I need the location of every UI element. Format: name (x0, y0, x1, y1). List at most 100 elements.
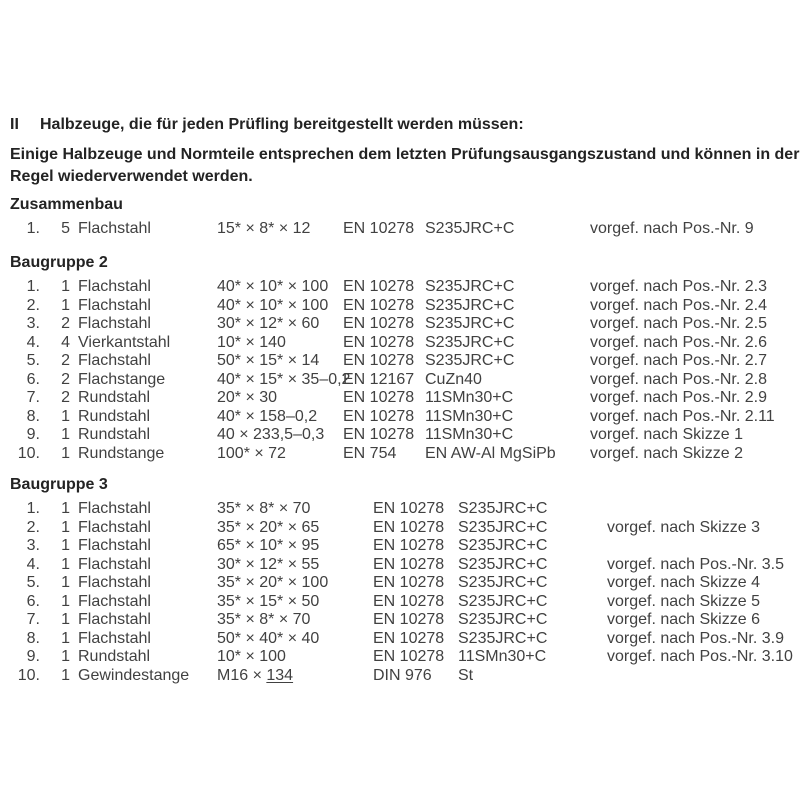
row-standard: EN 10278 (373, 648, 445, 665)
row-material: S235JRC+C (458, 518, 548, 536)
row-dimensions: 20* × 30 (217, 389, 278, 406)
row-material: S235JRC+C (425, 333, 515, 351)
row-note: vorgef. nach Pos.-Nr. 3.9 (607, 629, 784, 647)
table-row: 5. 1 Flachstahl 35* × 20* × 100 EN 10278… (10, 573, 800, 592)
table-row: 6. 1 Flachstahl 35* × 15* × 50 EN 10278 … (10, 592, 800, 611)
row-part-name: Rundstahl (78, 426, 151, 443)
row-quantity: 2 (61, 315, 70, 332)
row-part-name: Rundstahl (78, 389, 151, 406)
row-standard: EN 10278 (343, 389, 415, 406)
row-part-name: Flachstahl (78, 518, 151, 536)
row-part-name: Gewindestange (78, 666, 190, 684)
parts-section: Baugruppe 3 1. 1 Flachstahl 35* × 8* × 7… (10, 475, 800, 684)
row-position-number: 1. (26, 500, 40, 517)
table-row: 7. 2 Rundstahl 20* × 30 EN 10278 11SMn30… (10, 388, 800, 407)
table-row: 1. 1 Flachstahl 40* × 10* × 100 EN 10278… (10, 277, 800, 296)
row-position-number: 5. (26, 574, 40, 591)
row-note: vorgef. nach Pos.-Nr. 3.5 (607, 555, 784, 573)
row-material: 11SMn30+C (425, 426, 514, 443)
row-standard: EN 10278 (373, 629, 445, 647)
row-part-name: Flachstahl (78, 500, 151, 517)
row-position-number: 6. (26, 370, 40, 388)
row-material: CuZn40 (425, 370, 482, 388)
row-note: vorgef. nach Pos.-Nr. 2.8 (590, 370, 767, 388)
row-part-name: Flachstahl (78, 592, 151, 610)
row-note: vorgef. nach Pos.-Nr. 3.10 (607, 648, 793, 665)
row-position-number: 10. (17, 444, 40, 462)
row-standard: EN 10278 (373, 500, 445, 517)
row-position-number: 9. (26, 648, 40, 665)
row-position-number: 4. (26, 333, 40, 351)
table-row: 2. 1 Flachstahl 40* × 10* × 100 EN 10278… (10, 296, 800, 315)
intro-line-1: Einige Halbzeuge und Normteile entsprech… (10, 146, 800, 163)
row-standard: EN 10278 (343, 315, 415, 332)
table-row: 1. 1 Flachstahl 35* × 8* × 70 EN 10278 S… (10, 499, 800, 518)
row-dimensions: 35* × 20* × 100 (217, 574, 329, 591)
row-quantity: 2 (61, 352, 70, 369)
row-dimensions: 15* × 8* × 12 (217, 220, 311, 237)
row-material: S235JRC+C (425, 352, 515, 369)
table-row: 3. 2 Flachstahl 30* × 12* × 60 EN 10278 … (10, 314, 800, 333)
row-part-name: Rundstahl (78, 407, 151, 425)
section-rows: 1. 5 Flachstahl 15* × 8* × 12 EN 10278 S… (10, 219, 800, 238)
row-material: S235JRC+C (458, 537, 548, 554)
row-note: vorgef. nach Skizze 6 (607, 611, 760, 628)
row-position-number: 1. (26, 278, 40, 295)
row-standard: EN 10278 (373, 518, 445, 536)
row-position-number: 1. (26, 220, 40, 237)
row-quantity: 1 (61, 648, 70, 665)
row-material: St (458, 666, 474, 684)
table-row: 4. 4 Vierkantstahl 10* × 140 EN 10278 S2… (10, 333, 800, 352)
row-position-number: 2. (26, 518, 40, 536)
row-quantity: 1 (61, 611, 70, 628)
row-note: vorgef. nach Pos.-Nr. 9 (590, 220, 754, 237)
row-dimensions: 10* × 100 (217, 648, 286, 665)
table-row: 8. 1 Flachstahl 50* × 40* × 40 EN 10278 … (10, 629, 800, 648)
row-dimensions: 35* × 20* × 65 (217, 518, 320, 536)
row-part-name: Flachstahl (78, 574, 151, 591)
row-material: EN AW-Al MgSiPb (425, 444, 556, 462)
row-part-name: Flachstahl (78, 555, 151, 573)
section-title: Zusammenbau (10, 196, 123, 213)
row-dimensions: 40 × 233,5–0,3 (217, 426, 325, 443)
row-position-number: 4. (26, 555, 40, 573)
table-row: 8. 1 Rundstahl 40* × 158–0,2 EN 10278 11… (10, 407, 800, 426)
row-standard: EN 754 (343, 444, 397, 462)
row-quantity: 1 (61, 278, 70, 295)
row-note: vorgef. nach Pos.-Nr. 2.4 (590, 296, 767, 314)
row-standard: EN 10278 (343, 426, 415, 443)
row-quantity: 1 (61, 592, 70, 610)
row-dimensions: 30* × 12* × 60 (217, 315, 320, 332)
row-dimensions: M16 × 134 (217, 666, 294, 684)
row-dimensions: 35* × 8* × 70 (217, 611, 311, 628)
row-note: vorgef. nach Pos.-Nr. 2.9 (590, 389, 767, 406)
table-row: 10. 1 Gewindestange M16 × 134 DIN 976 St (10, 666, 800, 685)
row-standard: EN 10278 (343, 333, 415, 351)
row-standard: EN 10278 (343, 296, 415, 314)
row-quantity: 2 (61, 389, 70, 406)
row-part-name: Flachstahl (78, 352, 151, 369)
row-material: S235JRC+C (425, 315, 515, 332)
row-dimensions: 100* × 72 (217, 444, 286, 462)
row-quantity: 5 (61, 220, 70, 237)
table-row: 10. 1 Rundstange 100* × 72 EN 754 EN AW-… (10, 444, 800, 463)
row-position-number: 9. (26, 426, 40, 443)
row-position-number: 5. (26, 352, 40, 369)
row-quantity: 1 (61, 407, 70, 425)
row-note: vorgef. nach Skizze 4 (607, 574, 760, 591)
row-note: vorgef. nach Pos.-Nr. 2.7 (590, 352, 767, 369)
row-position-number: 10. (17, 666, 40, 684)
row-note: vorgef. nach Skizze 2 (590, 444, 743, 462)
row-dimensions: 50* × 40* × 40 (217, 629, 320, 647)
row-note: vorgef. nach Pos.-Nr. 2.3 (590, 278, 767, 295)
row-quantity: 1 (61, 296, 70, 314)
table-row: 6. 2 Flachstange 40* × 15* × 35–0,2 EN 1… (10, 370, 800, 389)
row-standard: EN 10278 (343, 407, 415, 425)
row-note: vorgef. nach Pos.-Nr. 2.11 (590, 407, 775, 425)
row-standard: EN 12167 (343, 370, 415, 388)
row-part-name: Vierkantstahl (78, 333, 171, 351)
intro-line-2: Regel wiederverwendet werden. (10, 168, 253, 185)
row-note: vorgef. nach Skizze 3 (607, 518, 760, 536)
row-dimensions: 65* × 10* × 95 (217, 537, 320, 554)
row-part-name: Rundstahl (78, 648, 151, 665)
